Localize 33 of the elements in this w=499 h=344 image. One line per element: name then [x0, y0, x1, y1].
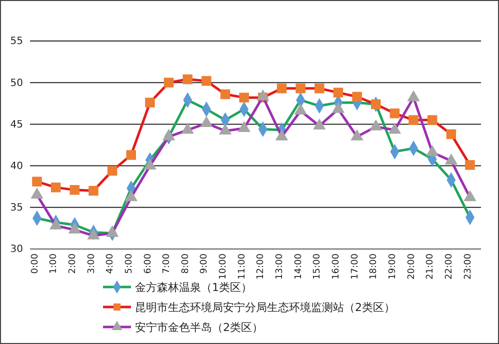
y-tick-label: 40 — [10, 161, 23, 172]
x-tick-label: 1:00 — [49, 253, 60, 274]
x-tick-label: 14:00 — [294, 253, 304, 280]
x-tick-label: 8:00 — [180, 253, 191, 274]
y-tick-label: 50 — [10, 78, 23, 89]
x-tick-label: 6:00 — [143, 253, 154, 274]
x-tick-label: 0:00 — [30, 253, 40, 274]
x-tick-label: 17:00 — [350, 253, 360, 280]
x-tick-label: 22:00 — [444, 253, 454, 280]
x-tick-label: 20:00 — [406, 253, 417, 280]
x-tick-label: 13:00 — [275, 253, 286, 280]
x-tick-label: 3:00 — [86, 253, 97, 274]
x-tick-label: 2:00 — [68, 253, 78, 274]
y-tick-label: 55 — [10, 36, 23, 48]
x-tick-label: 10:00 — [218, 253, 229, 280]
y-tick-label: 35 — [10, 202, 23, 214]
x-tick-label: 18:00 — [369, 253, 380, 280]
x-tick-label: 19:00 — [388, 253, 398, 280]
x-tick-label: 7:00 — [162, 253, 172, 274]
x-tick-label: 12:00 — [256, 253, 266, 280]
legend-label: 安宁市金色半岛（2类区） — [135, 321, 263, 334]
x-tick-label: 4:00 — [106, 253, 116, 274]
x-tick-label: 21:00 — [426, 253, 436, 280]
x-tick-label: 5:00 — [124, 253, 134, 274]
x-tick-label: 9:00 — [200, 253, 210, 274]
y-tick-label: 45 — [10, 119, 23, 130]
x-tick-label: 11:00 — [237, 253, 248, 280]
legend-label: 昆明市生态环境局安宁分局生态环境监测站（2类区） — [135, 301, 395, 314]
x-tick-label: 15:00 — [312, 253, 323, 280]
x-tick-label: 23:00 — [463, 253, 474, 280]
legend-label: 金方森林温泉（1类区） — [135, 281, 252, 294]
y-tick-label: 30 — [10, 244, 23, 256]
x-tick-label: 16:00 — [332, 253, 342, 280]
